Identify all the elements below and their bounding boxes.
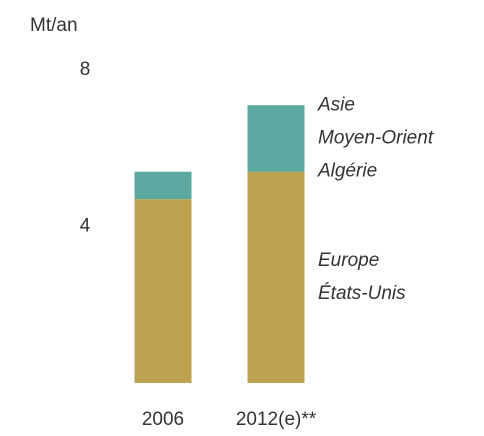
segment-label: Algérie	[317, 160, 377, 181]
bar-segment	[247, 105, 305, 172]
x-tick-label: 2006	[142, 409, 184, 430]
bar-segment	[134, 199, 192, 383]
segment-label: Moyen-Orient	[318, 127, 434, 148]
bar-segment	[134, 171, 192, 200]
y-tick-label: 8	[80, 59, 91, 80]
x-tick-label: 2012(e)**	[236, 409, 317, 430]
y-tick-label: 4	[80, 216, 91, 237]
bar-segment	[247, 171, 305, 383]
segment-label: Asie	[317, 94, 355, 115]
segment-label: Europe	[318, 250, 379, 271]
segment-label: États-Unis	[318, 283, 406, 304]
y-axis-label: Mt/an	[30, 15, 78, 36]
